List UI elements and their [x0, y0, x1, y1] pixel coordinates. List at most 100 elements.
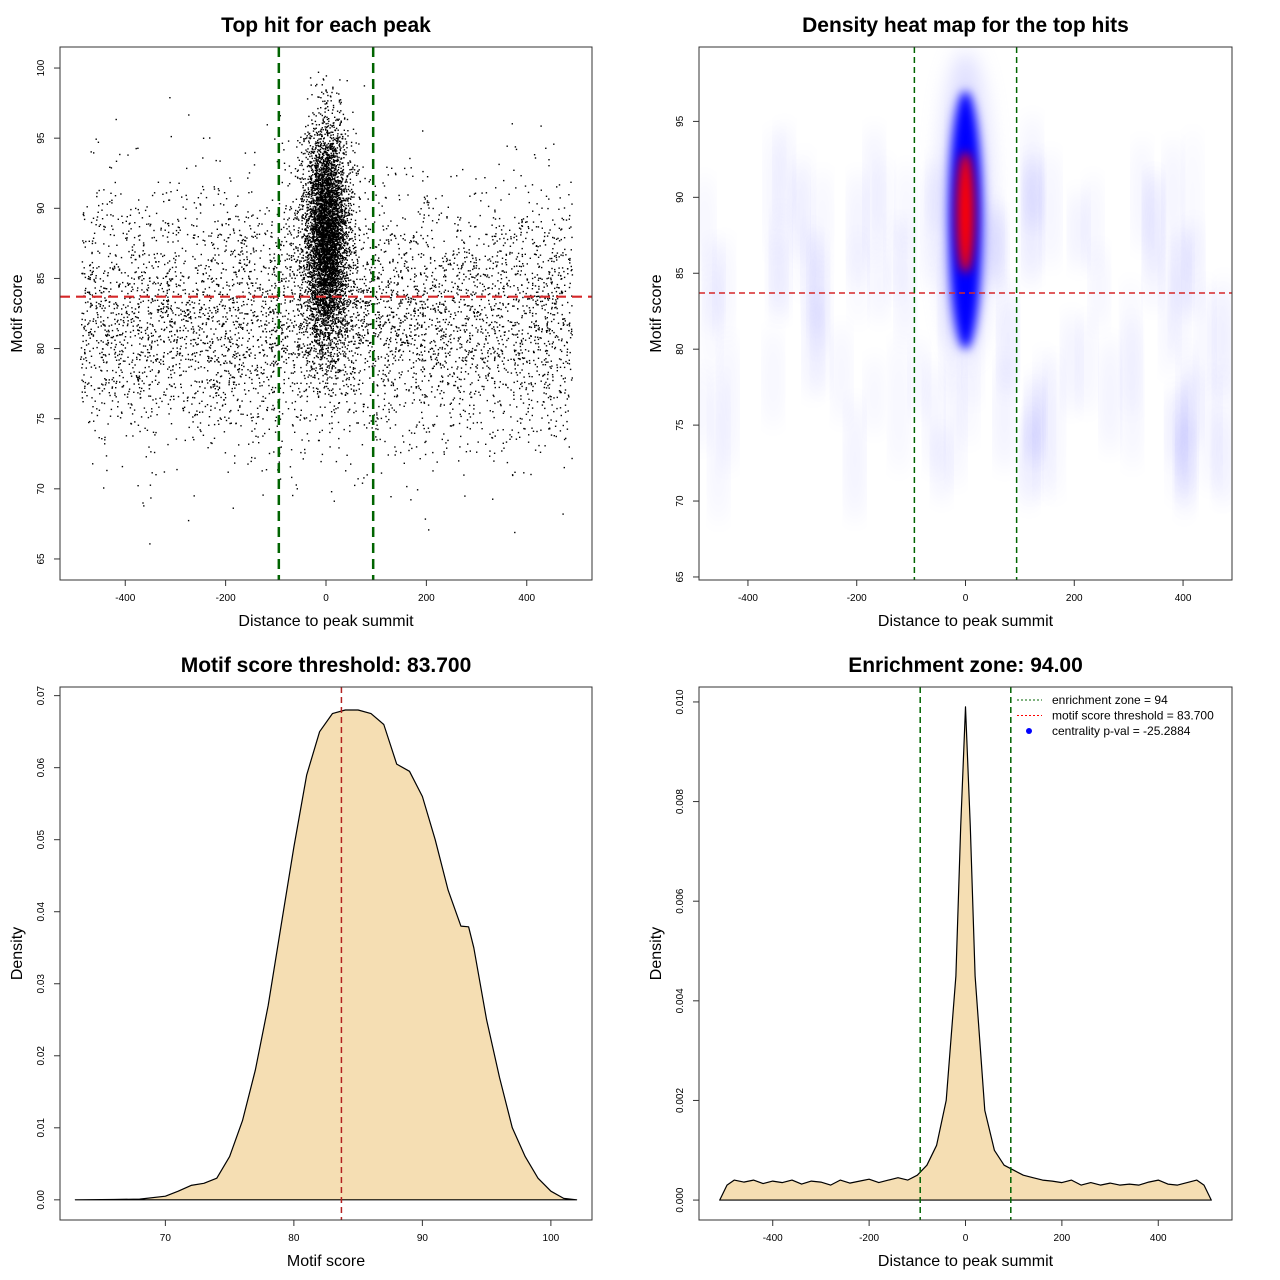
scatter-point — [340, 305, 342, 307]
scatter-point — [272, 343, 274, 345]
scatter-point — [224, 452, 227, 454]
scatter-point — [253, 231, 256, 233]
scatter-point — [116, 304, 119, 307]
scatter-point — [176, 329, 178, 331]
scatter-point — [415, 242, 418, 244]
scatter-point — [251, 378, 253, 381]
scatter-point — [423, 360, 425, 362]
scatter-point — [568, 312, 571, 314]
scatter-point — [530, 335, 532, 337]
scatter-point — [254, 457, 256, 459]
scatter-point — [305, 417, 308, 419]
scatter-point — [280, 228, 283, 231]
scatter-point — [108, 245, 110, 247]
scatter-point — [430, 358, 433, 361]
scatter-point — [404, 260, 407, 262]
scatter-point — [352, 306, 354, 309]
scatter-point — [208, 357, 210, 360]
scatter-point — [546, 323, 548, 326]
scatter-point — [314, 321, 317, 323]
scatter-point — [221, 262, 224, 264]
scatter-point — [546, 350, 549, 352]
scatter-point — [401, 277, 403, 279]
scatter-point — [505, 346, 507, 348]
scatter-point — [350, 218, 352, 221]
scatter-point — [521, 284, 523, 286]
scatter-point — [526, 221, 528, 223]
scatter-point — [539, 349, 541, 351]
scatter-point — [264, 328, 267, 330]
scatter-point — [83, 267, 85, 269]
scatter-point — [540, 337, 542, 339]
scatter-point — [88, 332, 90, 334]
scatter-point — [121, 349, 123, 352]
scatter-point — [556, 259, 558, 261]
scatter-point — [390, 496, 392, 498]
scatter-point — [211, 260, 213, 263]
scatter-point — [410, 335, 412, 337]
scatter-point — [351, 350, 353, 352]
scatter-point — [214, 388, 216, 390]
scatter-point — [474, 192, 477, 194]
scatter-point — [391, 325, 394, 327]
scatter-point — [229, 336, 232, 338]
scatter-point — [187, 301, 189, 304]
scatter-point — [514, 531, 516, 534]
scatter-point — [520, 398, 522, 400]
scatter-point — [250, 253, 252, 255]
scatter-point — [387, 380, 390, 382]
scatter-point — [516, 265, 518, 267]
scatter-point — [312, 247, 314, 249]
scatter-point — [416, 353, 418, 356]
scatter-point — [288, 377, 290, 380]
scatter-point — [270, 311, 272, 313]
scatter-point — [388, 241, 390, 243]
scatter-point — [558, 272, 560, 274]
scatter-point — [210, 259, 212, 262]
scatter-point — [137, 378, 139, 380]
scatter-point — [228, 224, 230, 226]
scatter-point — [527, 407, 529, 410]
scatter-point — [291, 390, 294, 392]
scatter-point — [379, 324, 382, 326]
scatter-point — [279, 260, 281, 262]
scatter-point — [412, 376, 414, 378]
scatter-point — [117, 401, 119, 403]
scatter-point — [199, 429, 201, 431]
scatter-point — [448, 335, 451, 337]
scatter-point — [204, 288, 206, 290]
scatter-point — [322, 380, 324, 383]
scatter-point — [299, 260, 301, 262]
scatter-point — [161, 287, 163, 290]
scatter-point — [202, 273, 204, 275]
scatter-point — [138, 329, 140, 332]
scatter-point — [250, 309, 252, 311]
scatter-point — [82, 380, 84, 383]
scatter-point — [186, 198, 188, 201]
scatter-point — [548, 159, 550, 161]
scatter-point — [114, 267, 116, 269]
scatter-point — [179, 330, 181, 332]
scatter-point — [394, 359, 397, 362]
scatter-point — [400, 270, 402, 272]
scatter-point — [146, 375, 148, 378]
scatter-point — [468, 352, 470, 354]
scatter-point — [386, 421, 388, 423]
scatter-point — [467, 443, 469, 445]
scatter-point — [568, 396, 570, 398]
scatter-point — [212, 386, 214, 388]
scatter-point — [133, 312, 136, 314]
scatter-point — [554, 347, 556, 350]
scatter-point — [289, 301, 291, 303]
scatter-point — [495, 261, 497, 263]
scatter-point — [269, 261, 272, 263]
scatter-point — [277, 313, 280, 315]
scatter-point — [544, 244, 547, 246]
scatter-point — [224, 416, 226, 418]
scatter-point — [237, 409, 239, 412]
scatter-point — [554, 287, 556, 290]
scatter-point — [160, 229, 162, 231]
scatter-point — [278, 461, 280, 463]
scatter-point — [473, 265, 475, 267]
scatter-point — [469, 195, 471, 197]
